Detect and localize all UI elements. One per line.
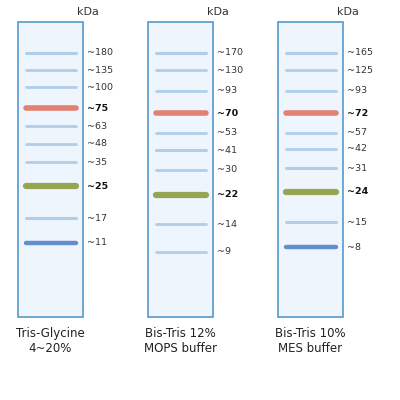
Text: kDa: kDa	[77, 7, 99, 17]
FancyBboxPatch shape	[148, 22, 213, 317]
Text: ~70: ~70	[217, 109, 238, 118]
Text: ~100: ~100	[87, 83, 113, 92]
Text: Tris-Glycine
4~20%: Tris-Glycine 4~20%	[16, 327, 84, 355]
Text: ~24: ~24	[347, 187, 368, 196]
Text: ~48: ~48	[87, 139, 107, 148]
Text: Bis-Tris 12%
MOPS buffer: Bis-Tris 12% MOPS buffer	[144, 327, 216, 355]
Text: ~125: ~125	[347, 66, 373, 74]
Text: ~53: ~53	[217, 128, 237, 137]
Text: ~180: ~180	[87, 48, 113, 58]
Text: ~17: ~17	[87, 214, 107, 223]
Text: ~63: ~63	[87, 122, 107, 131]
Text: ~72: ~72	[347, 109, 368, 118]
Text: ~170: ~170	[217, 48, 243, 58]
Text: ~135: ~135	[87, 66, 113, 74]
Text: ~93: ~93	[217, 86, 237, 95]
Text: ~15: ~15	[347, 218, 367, 226]
FancyBboxPatch shape	[278, 22, 343, 317]
Text: ~11: ~11	[87, 238, 107, 247]
Text: ~93: ~93	[347, 86, 367, 95]
Text: kDa: kDa	[207, 7, 229, 17]
Text: Bis-Tris 10%
MES buffer: Bis-Tris 10% MES buffer	[275, 327, 345, 355]
Text: ~22: ~22	[217, 190, 238, 199]
Text: ~75: ~75	[87, 104, 108, 113]
Text: ~57: ~57	[347, 128, 367, 137]
Text: ~130: ~130	[217, 66, 243, 74]
Text: kDa: kDa	[337, 7, 359, 17]
Text: ~42: ~42	[347, 144, 367, 153]
Text: ~9: ~9	[217, 247, 231, 256]
Text: ~165: ~165	[347, 48, 373, 58]
Text: ~41: ~41	[217, 146, 237, 155]
Text: ~30: ~30	[217, 165, 237, 174]
Text: ~31: ~31	[347, 164, 367, 172]
Text: ~14: ~14	[217, 220, 237, 228]
Text: ~8: ~8	[347, 242, 361, 252]
FancyBboxPatch shape	[18, 22, 83, 317]
Text: ~25: ~25	[87, 182, 108, 191]
Text: ~35: ~35	[87, 158, 107, 167]
